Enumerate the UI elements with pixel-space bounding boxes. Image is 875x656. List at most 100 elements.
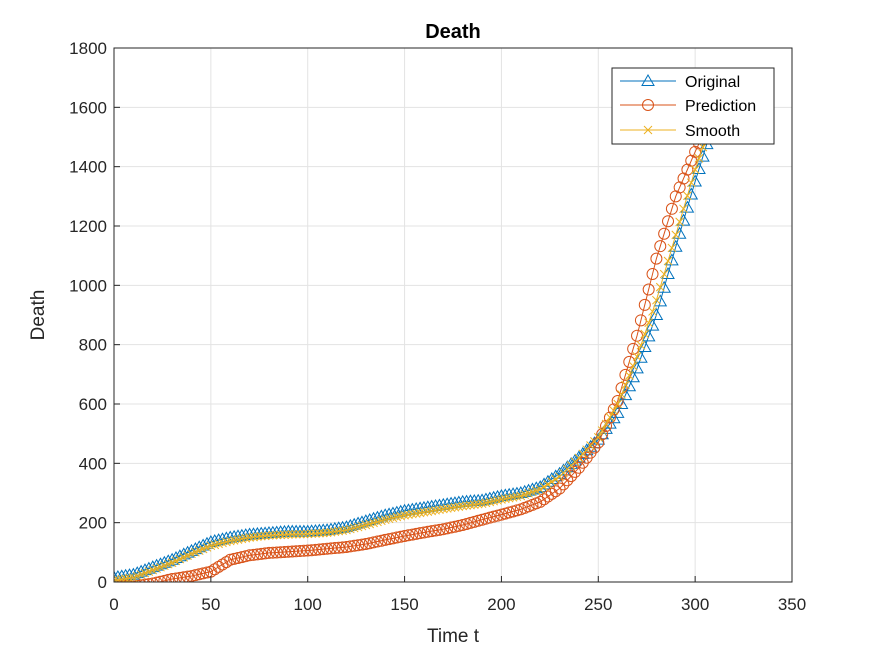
x-tick-label: 200 (487, 595, 515, 614)
data-point-original (645, 318, 660, 331)
data-point-smooth (303, 529, 313, 539)
data-point-prediction (654, 240, 667, 253)
data-point-smooth (114, 576, 119, 582)
data-point-original (482, 491, 497, 504)
data-point-original (219, 531, 234, 544)
series-layer (114, 104, 722, 582)
data-point-smooth (655, 282, 665, 292)
y-tick-label: 1600 (69, 98, 107, 117)
data-point-smooth (679, 204, 688, 214)
data-point-original (486, 490, 501, 503)
data-point-smooth (617, 390, 626, 399)
x-tick-label: 150 (390, 595, 418, 614)
data-point-prediction (429, 524, 442, 537)
data-point-smooth (233, 535, 243, 544)
data-point-smooth (400, 510, 409, 520)
data-point-smooth (624, 371, 634, 380)
data-point-prediction (321, 542, 334, 555)
data-point-prediction (689, 145, 702, 158)
data-point-prediction (247, 548, 260, 561)
y-tick-label: 1000 (69, 276, 107, 295)
legend-marker-prediction (642, 99, 654, 111)
data-point-prediction (309, 543, 322, 556)
y-axis-title: Death (28, 290, 49, 341)
data-point-prediction (402, 529, 415, 542)
data-point-smooth (601, 419, 611, 429)
data-point-prediction (379, 533, 392, 546)
data-point-smooth (539, 482, 549, 492)
data-point-original (641, 329, 656, 342)
plot-frame (113, 47, 793, 583)
data-point-prediction (421, 525, 434, 538)
data-point-prediction (662, 215, 675, 228)
data-point-prediction (274, 546, 287, 559)
data-point-prediction (658, 227, 671, 240)
x-tick-label: 0 (109, 595, 118, 614)
data-point-smooth (427, 506, 437, 516)
data-point-smooth (469, 500, 479, 509)
data-point-prediction (441, 522, 454, 535)
legend-label-smooth: Smooth (685, 123, 740, 140)
data-point-prediction (301, 544, 314, 557)
data-point-smooth (512, 492, 522, 502)
data-point-prediction (224, 553, 237, 566)
data-point-prediction (619, 368, 632, 381)
data-point-smooth (272, 530, 282, 540)
data-point-prediction (193, 568, 206, 581)
data-point-prediction (200, 566, 213, 579)
data-point-original (498, 488, 513, 501)
data-point-smooth (256, 531, 266, 541)
data-point-original (238, 528, 253, 541)
data-point-smooth (330, 527, 340, 537)
data-point-prediction (425, 525, 438, 538)
data-point-original (215, 532, 230, 545)
data-point-prediction (266, 546, 279, 559)
data-point-original (114, 570, 121, 582)
data-point-smooth (551, 474, 561, 484)
data-point-prediction (646, 268, 659, 281)
legend-marker-smooth (643, 125, 653, 135)
data-point-smooth (280, 530, 289, 540)
data-point-smooth (690, 165, 700, 174)
data-point-smooth (411, 509, 421, 518)
data-point-smooth (597, 426, 607, 435)
data-point-original (630, 361, 644, 374)
data-point-prediction (121, 579, 131, 582)
data-point-prediction (270, 546, 283, 559)
data-point-prediction (627, 342, 640, 355)
data-point-prediction (448, 520, 461, 533)
data-point-prediction (355, 538, 368, 551)
data-point-prediction (359, 538, 372, 551)
data-point-smooth (435, 505, 444, 515)
data-point-prediction (383, 533, 396, 546)
data-point-smooth (423, 507, 433, 516)
data-point-original (494, 488, 509, 501)
y-tick-label: 400 (79, 454, 107, 473)
data-point-original (506, 487, 520, 500)
data-point-prediction (324, 542, 337, 555)
data-point-prediction (332, 541, 345, 554)
data-point-smooth (407, 509, 417, 519)
data-point-prediction (132, 579, 142, 582)
data-point-prediction (650, 252, 663, 265)
data-point-prediction (313, 543, 326, 556)
data-point-original (475, 493, 489, 506)
data-point-smooth (311, 529, 320, 538)
data-point-prediction (348, 539, 361, 552)
data-point-smooth (504, 493, 514, 503)
x-tick-label: 300 (681, 595, 709, 614)
legend-entry-prediction: Prediction (620, 98, 756, 115)
data-point-prediction (129, 580, 138, 582)
data-point-smooth (268, 530, 278, 540)
data-point-prediction (336, 541, 349, 554)
y-tick-label: 1800 (69, 39, 107, 58)
data-point-prediction (259, 547, 272, 560)
data-point-prediction (286, 545, 299, 558)
data-point-smooth (404, 510, 413, 520)
data-point-smooth (318, 528, 328, 538)
data-point-smooth (307, 529, 316, 539)
data-point-smooth (458, 501, 468, 511)
data-point-prediction (305, 544, 318, 557)
data-point-smooth (245, 533, 254, 542)
